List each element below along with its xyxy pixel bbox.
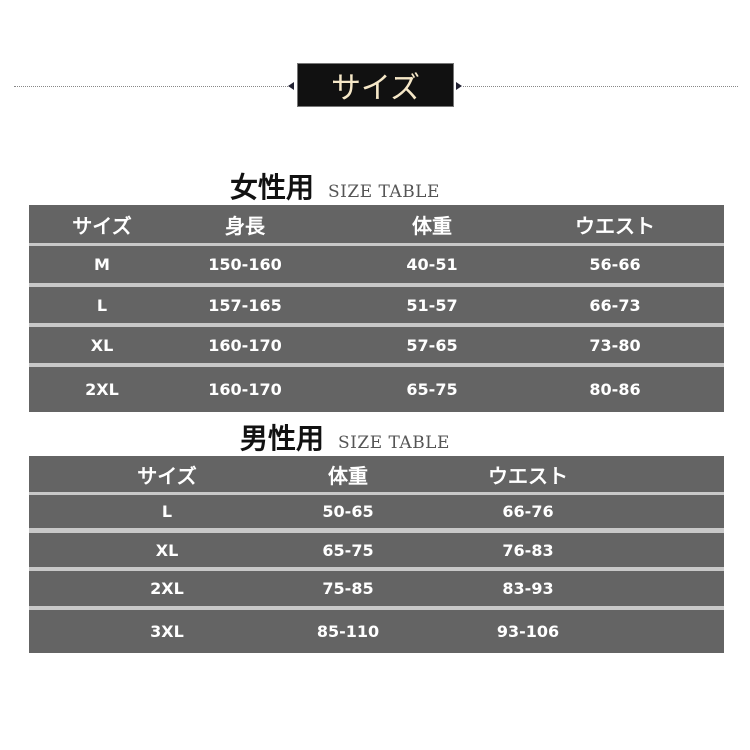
table-cell: 66-76 — [502, 502, 554, 521]
table-cell: 56-66 — [589, 255, 641, 274]
table-cell: 75-85 — [322, 579, 374, 598]
men-size-table: サイズ 体重 ウエスト L 50-65 66-76 XL 65-75 76-83 2XL 75-85… — [29, 456, 724, 653]
table-row: 3XL 85-110 93-106 — [29, 610, 724, 653]
men-heading: 男性用 SIZE TABLE — [240, 417, 450, 457]
women-size-table: サイズ 身長 体重 ウエスト M 150-160 40-51 56-66 L 157-165 51-… — [29, 205, 724, 412]
table-cell: XL — [155, 540, 179, 560]
table-cell: M — [94, 255, 110, 274]
table-cell: 65-75 — [406, 380, 458, 399]
banner-title: サイズ — [330, 71, 421, 106]
table-cell: 93-106 — [496, 622, 560, 641]
table-cell: 66-73 — [589, 295, 641, 315]
table-row: L 157-165 51-57 66-73 — [29, 287, 724, 323]
table-cell: 157-165 — [208, 295, 282, 315]
table-row: XL 65-75 76-83 — [29, 533, 724, 567]
men-subtitle: SIZE TABLE — [338, 433, 450, 453]
table-cell: 160-170 — [208, 380, 282, 399]
table-cell: 51-57 — [406, 295, 458, 315]
table-cell: 2XL — [150, 579, 184, 598]
women-title: 女性用 — [230, 171, 315, 204]
column-header: ウエスト — [488, 463, 568, 488]
table-cell: 57-65 — [406, 335, 458, 355]
table-cell: 2XL — [85, 380, 119, 399]
arrow-right-icon — [456, 82, 462, 90]
column-header: 身長 — [225, 213, 265, 238]
table-cell: XL — [90, 335, 114, 355]
table-cell: 40-51 — [406, 255, 458, 274]
divider-left — [14, 86, 292, 87]
table-cell: 76-83 — [502, 540, 554, 560]
table-cell: 65-75 — [322, 540, 374, 560]
table-cell: 160-170 — [208, 335, 282, 355]
table-cell: 50-65 — [322, 502, 374, 521]
table-row: L 50-65 66-76 — [29, 495, 724, 528]
table-row: M 150-160 40-51 56-66 — [29, 246, 724, 283]
arrow-left-icon — [288, 82, 294, 90]
table-header-row: サイズ 身長 体重 ウエスト — [29, 205, 724, 243]
table-row: XL 160-170 57-65 73-80 — [29, 327, 724, 363]
table-row: 2XL 160-170 65-75 80-86 — [29, 367, 724, 412]
table-cell: 83-93 — [502, 579, 554, 598]
divider-right — [463, 86, 738, 87]
table-cell: 80-86 — [589, 380, 641, 399]
column-header: ウエスト — [575, 213, 655, 238]
column-header: サイズ — [72, 213, 132, 238]
column-header: 体重 — [328, 463, 368, 488]
table-header-row: サイズ 体重 ウエスト — [29, 456, 724, 492]
table-cell: 73-80 — [589, 335, 641, 355]
table-cell: L — [161, 502, 173, 521]
table-cell: L — [96, 295, 108, 315]
women-heading: 女性用 SIZE TABLE — [230, 166, 440, 206]
section-title-banner: サイズ — [298, 64, 453, 106]
column-header: サイズ — [137, 463, 197, 488]
table-cell: 3XL — [150, 622, 184, 641]
table-cell: 85-110 — [316, 622, 380, 641]
column-header: 体重 — [412, 213, 452, 238]
table-cell: 150-160 — [208, 255, 282, 274]
men-title: 男性用 — [240, 422, 325, 455]
table-row: 2XL 75-85 83-93 — [29, 571, 724, 606]
women-subtitle: SIZE TABLE — [328, 182, 440, 202]
